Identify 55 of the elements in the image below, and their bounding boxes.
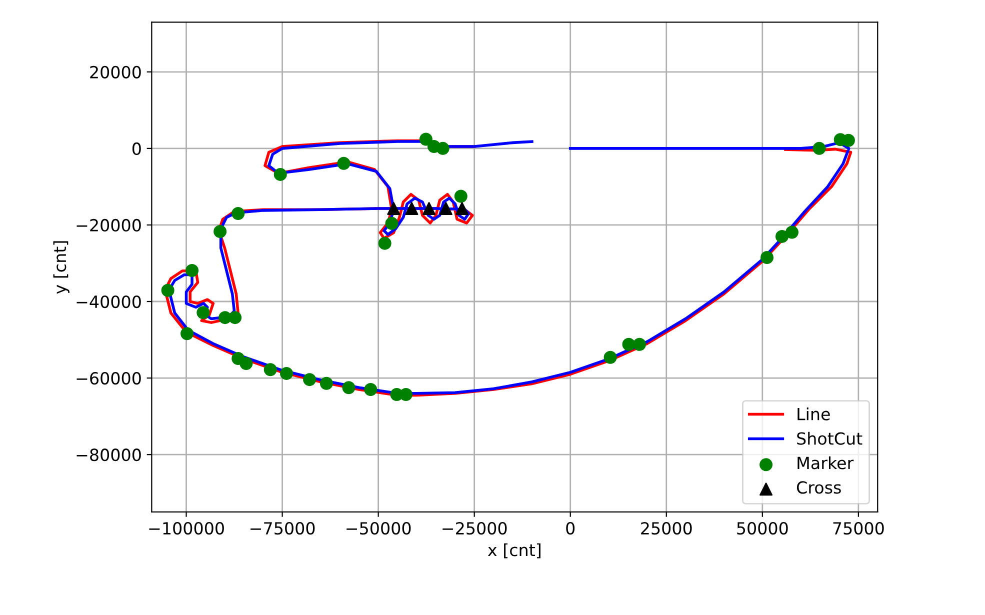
point xyxy=(214,224,227,238)
x-tick-label: 25000 xyxy=(641,522,692,535)
point xyxy=(240,357,253,370)
point xyxy=(399,388,412,402)
point xyxy=(439,202,452,216)
y-tick-label: −40000 xyxy=(76,295,141,308)
x-tick-label: 0 xyxy=(566,522,575,535)
point xyxy=(280,366,294,380)
y-tick-label: −60000 xyxy=(76,372,141,385)
point xyxy=(385,216,398,230)
legend-label: Cross xyxy=(796,481,841,494)
x-tick-label: −50000 xyxy=(346,522,411,535)
point xyxy=(436,142,450,155)
point xyxy=(622,338,636,351)
point xyxy=(405,202,418,216)
point xyxy=(274,168,287,181)
x-tick-label: −100000 xyxy=(149,522,224,535)
point xyxy=(196,306,210,320)
point xyxy=(303,373,316,386)
point xyxy=(232,206,245,220)
point xyxy=(422,202,436,216)
point xyxy=(228,311,242,324)
point xyxy=(842,134,855,147)
point xyxy=(419,132,432,146)
y-tick-label: 0 xyxy=(132,142,141,155)
point xyxy=(364,383,378,396)
point xyxy=(264,363,277,376)
y-tick-label: 20000 xyxy=(90,66,141,78)
point xyxy=(378,236,392,250)
point xyxy=(320,376,333,390)
x-tick-label: 50000 xyxy=(737,522,788,535)
point xyxy=(186,264,199,278)
point xyxy=(387,202,400,216)
point xyxy=(812,142,826,155)
point xyxy=(337,156,350,170)
point xyxy=(180,327,194,340)
point xyxy=(760,250,774,264)
legend-label: Line xyxy=(798,407,830,420)
point xyxy=(456,202,469,216)
x-tick-label: 75000 xyxy=(833,522,884,535)
x-tick-label: −25000 xyxy=(442,522,507,535)
point xyxy=(604,350,617,364)
y-tick-label: −20000 xyxy=(76,218,141,232)
point xyxy=(161,284,174,297)
point xyxy=(632,338,646,351)
y-tick-label: −80000 xyxy=(76,448,141,462)
point xyxy=(454,190,468,203)
legend-label: Marker xyxy=(798,456,854,470)
point xyxy=(342,381,356,394)
point xyxy=(775,230,788,243)
legend-label: ShotCut xyxy=(797,432,862,445)
x-axis-title: x [cnt] xyxy=(488,543,540,558)
y-axis-title: y [cnt] xyxy=(53,241,70,294)
point xyxy=(785,226,798,239)
x-tick-label: −75000 xyxy=(250,522,315,535)
